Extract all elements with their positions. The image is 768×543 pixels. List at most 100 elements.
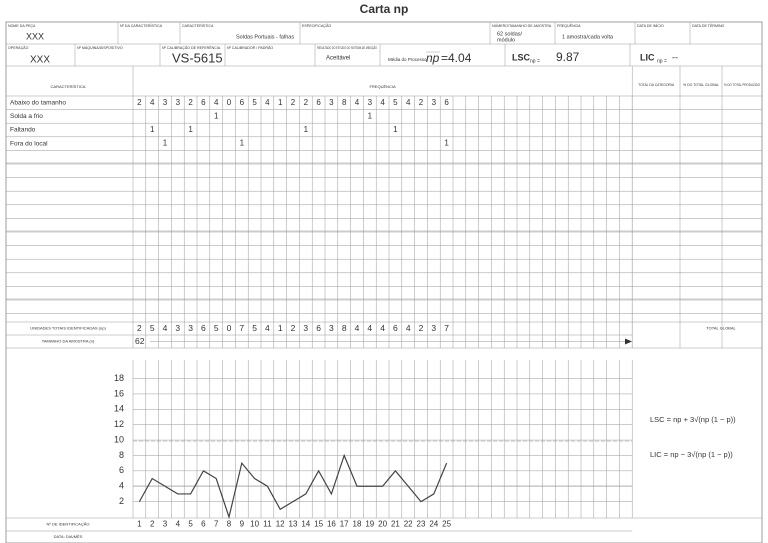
field-label: FREQUÊNCIA [557, 23, 581, 28]
x-tick-label: 5 [188, 520, 193, 529]
total: 4 [355, 323, 360, 333]
field-label: NOME DA PEÇA [8, 24, 36, 28]
column-header: % DO TOTAL GLOBAL [683, 83, 719, 87]
total: 7 [444, 323, 449, 333]
total: 5 [214, 323, 219, 333]
field-value: -- [672, 52, 678, 62]
count: 4 [406, 98, 411, 107]
row-label: Solda a frio [10, 113, 43, 120]
column-header: FREQUÊNCIA [369, 84, 396, 89]
symbol: np [426, 51, 440, 65]
row-label: Faltando [10, 127, 36, 134]
field-value: VS-5615 [172, 50, 223, 65]
y-tick-label: 18 [114, 373, 124, 383]
np-line [138, 453, 448, 520]
count: 1 [214, 112, 219, 121]
x-tick-label: 23 [417, 520, 426, 529]
x-tick-label: 19 [365, 520, 374, 529]
total: 7 [239, 323, 244, 333]
field-label: NÚMERO/TAMANHO DE AMOSTRA [492, 23, 552, 28]
field-value: =4.04 [441, 51, 472, 65]
field-label: Média do Processo [388, 57, 427, 62]
x-tick-label: 21 [391, 520, 400, 529]
field-value: 62 soldas/ [497, 31, 523, 37]
x-tick-label: 2 [150, 520, 155, 529]
total: 0 [227, 323, 232, 333]
total: 4 [380, 323, 385, 333]
row-label: TAMANHO DA AMOSTRA (n) [42, 339, 95, 344]
total: 5 [252, 323, 257, 333]
x-tick-label: 13 [289, 520, 298, 529]
total: 4 [163, 323, 168, 333]
field-label: Nº CALIBRAÇÃO DE REFERÊNCIA [162, 45, 221, 50]
total: 2 [291, 323, 296, 333]
x-tick-label: 3 [163, 520, 168, 529]
y-tick-label: 2 [119, 496, 124, 506]
count: 4 [150, 98, 155, 107]
total: 6 [201, 323, 206, 333]
total: 3 [188, 323, 193, 333]
x-tick-label: 8 [227, 520, 232, 529]
count: 3 [163, 98, 168, 107]
field-label: DATA DE INÍCIO [637, 24, 664, 28]
count: 6 [201, 98, 206, 107]
x-tick-label: 20 [378, 520, 387, 529]
x-tick-label: 17 [340, 520, 349, 529]
x-tick-label: 16 [327, 520, 336, 529]
count: 1 [444, 139, 449, 148]
y-tick-label: 14 [114, 404, 124, 414]
sample-size: 62 [135, 336, 145, 346]
y-tick-label: 4 [119, 481, 124, 491]
count: 3 [176, 98, 181, 107]
title: Carta np [360, 2, 409, 16]
x-tick-label: 25 [442, 520, 451, 529]
total: 5 [150, 323, 155, 333]
total: 4 [265, 323, 270, 333]
count: 1 [240, 139, 245, 148]
total: 6 [393, 323, 398, 333]
x-tick-label: 7 [214, 520, 219, 529]
x-tick-label: 1 [137, 520, 142, 529]
field-label: DATA DE TÉRMINO [692, 23, 725, 28]
count: 1 [278, 98, 283, 107]
count: 3 [432, 98, 437, 107]
x-tick-label: 6 [201, 520, 206, 529]
field-value: XXX [30, 55, 50, 66]
total: 4 [367, 323, 372, 333]
field-label: np = [657, 58, 667, 64]
field-label: CARACTERÍSTICA [182, 24, 214, 28]
arrow-head [625, 338, 632, 345]
count: 1 [304, 125, 309, 134]
total: 2 [419, 323, 424, 333]
x-tick-label: 24 [429, 520, 438, 529]
field-value: Aceitável [326, 56, 350, 62]
field-value: módulo [497, 37, 515, 43]
x-label: DATA: DIA/MÊS [54, 534, 83, 539]
x-tick-label: 22 [404, 520, 413, 529]
x-tick-label: 9 [240, 520, 245, 529]
count: 3 [329, 98, 334, 107]
total: 4 [406, 323, 411, 333]
y-tick-label: 16 [114, 388, 124, 398]
total-global: TOTAL GLOBAL [706, 326, 736, 331]
field-label: OPERAÇÃO [8, 45, 29, 50]
x-tick-label: 12 [276, 520, 285, 529]
x-tick-label: 15 [314, 520, 323, 529]
field-label: LSC [512, 52, 531, 62]
y-tick-label: 10 [114, 434, 124, 444]
x-tick-label: 14 [301, 520, 310, 529]
count: 1 [393, 125, 398, 134]
y-tick-label: 8 [119, 450, 124, 460]
field-label: Nº CALIBRADOR / PADRÃO [227, 45, 273, 50]
total: 2 [137, 323, 142, 333]
count: 1 [150, 125, 155, 134]
count: 2 [137, 98, 142, 107]
total: 3 [303, 323, 308, 333]
total: 3 [175, 323, 180, 333]
count: 8 [342, 98, 347, 107]
field-label: np = [530, 58, 540, 64]
field-value: 9.87 [556, 50, 580, 64]
field-label: ESPECIFICAÇÃO [302, 23, 331, 28]
total: 6 [316, 323, 321, 333]
